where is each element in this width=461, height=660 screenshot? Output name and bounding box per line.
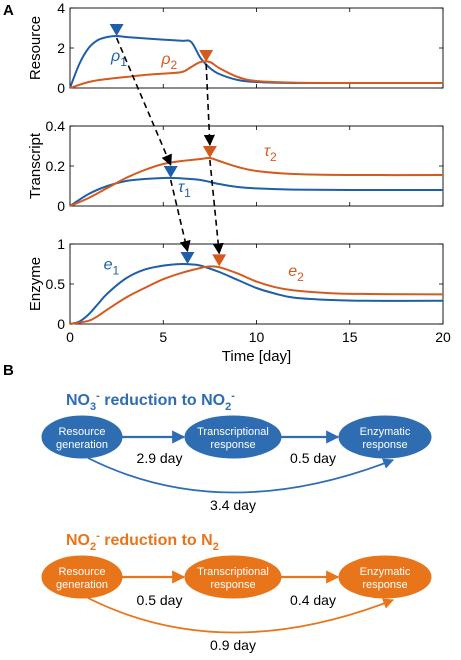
series-line-ρ2	[69, 60, 444, 89]
peak-arrow-ρ2-τ2	[203, 63, 216, 147]
y-axis-label: Enzyme	[27, 257, 44, 311]
flow-edge-label: 0.4 day	[290, 592, 336, 608]
panel-label-b: B	[3, 362, 14, 379]
y-tick-label: 0	[57, 80, 65, 96]
flow-total-label: 0.9 day	[210, 637, 256, 653]
peak-arrow-τ2-e2	[209, 159, 224, 255]
y-tick-label: 4	[57, 0, 65, 16]
y-axis-label: Transcript	[27, 132, 44, 199]
peak-marker-e1	[180, 252, 195, 264]
flow-edge-label: 2.9 day	[137, 450, 183, 466]
flow-diagrams-panel: NO3- reduction to NO2- 2.9 day 0.5 day 3.4 …	[41, 390, 432, 653]
y-tick-label: 0	[57, 316, 65, 332]
y-tick-label: 0	[57, 198, 65, 214]
series-label-τ1: τ1	[178, 179, 191, 200]
x-tick-label: 5	[159, 329, 167, 345]
flow-total-arrow	[87, 597, 395, 634]
peak-marker-ρ2	[199, 50, 214, 62]
chart-enzyme: 0 5 10 15 20 0 0.5 1 Enzyme Time [day] e1 e2	[27, 236, 451, 365]
x-tick-label: 20	[435, 329, 451, 345]
flow-node-label-line1: Transcriptional	[197, 566, 269, 578]
peak-marker-e2	[212, 254, 227, 267]
x-tick-label: 0	[66, 329, 74, 345]
peak-arrow-ρ1-τ1	[115, 37, 172, 167]
flow-1: NO3- reduction to NO2- 2.9 day 0.5 day 3.4 …	[41, 390, 432, 513]
series-label-ρ2: ρ2	[160, 51, 177, 72]
series-label-τ2: τ2	[264, 143, 277, 164]
y-tick-label: 2	[57, 40, 65, 56]
flow-node-shape	[184, 415, 282, 459]
series-line-e1	[69, 262, 444, 325]
series-line-τ1	[69, 176, 444, 207]
flow-node-label-line1: Resource	[58, 426, 105, 438]
x-tick-label: 15	[342, 329, 358, 345]
flow-title: NO2- reduction to N2	[66, 530, 219, 553]
plot-frame	[69, 243, 444, 325]
peak-marker-τ1	[163, 166, 178, 178]
y-tick-label: 0.5	[46, 276, 66, 292]
flow-node-label-line1: Enzymatic	[360, 426, 411, 438]
flow-node-label-line2: response	[362, 579, 407, 591]
flow-total-label: 3.4 day	[210, 497, 256, 513]
series-line-e2	[69, 265, 444, 325]
plot-frame	[69, 125, 444, 207]
flow-node-label-line1: Transcriptional	[197, 426, 269, 438]
flow-edge-label: 0.5 day	[137, 592, 183, 608]
flow-node-shape	[41, 555, 123, 599]
series-label-e2: e2	[288, 263, 304, 284]
flow-node-label-line1: Enzymatic	[360, 566, 411, 578]
panel-label-a: A	[3, 2, 14, 19]
flow-total-arrow	[87, 457, 395, 494]
peak-arrow-τ1-e1	[169, 179, 191, 253]
flow-2: NO2- reduction to N2 0.5 day 0.4 day 0.9 da…	[41, 530, 432, 653]
peak-marker-ρ1	[109, 24, 124, 36]
x-axis-label: Time [day]	[222, 348, 291, 365]
y-tick-label: 0.4	[46, 118, 66, 134]
flow-node-label-line2: generation	[56, 579, 108, 591]
flow-node-label-line1: Resource	[58, 566, 105, 578]
flow-node-shape	[41, 415, 123, 459]
flow-node-shape	[184, 555, 282, 599]
peak-marker-τ2	[202, 146, 217, 158]
flow-node-label-line2: response	[210, 579, 255, 591]
flow-node-label-line2: response	[210, 439, 255, 451]
y-tick-label: 0.2	[46, 158, 66, 174]
flow-edge-label: 0.5 day	[290, 450, 336, 466]
series-line-τ2	[69, 156, 444, 207]
flow-node-shape	[338, 415, 432, 459]
flow-node-label-line2: generation	[56, 439, 108, 451]
series-label-e1: e1	[104, 257, 120, 278]
y-axis-label: Resource	[27, 16, 44, 80]
x-tick-label: 10	[249, 329, 265, 345]
y-tick-label: 1	[57, 236, 65, 252]
flow-node-shape	[338, 555, 432, 599]
flow-title: NO3- reduction to NO2-	[66, 390, 235, 413]
flow-node-label-line2: response	[362, 439, 407, 451]
